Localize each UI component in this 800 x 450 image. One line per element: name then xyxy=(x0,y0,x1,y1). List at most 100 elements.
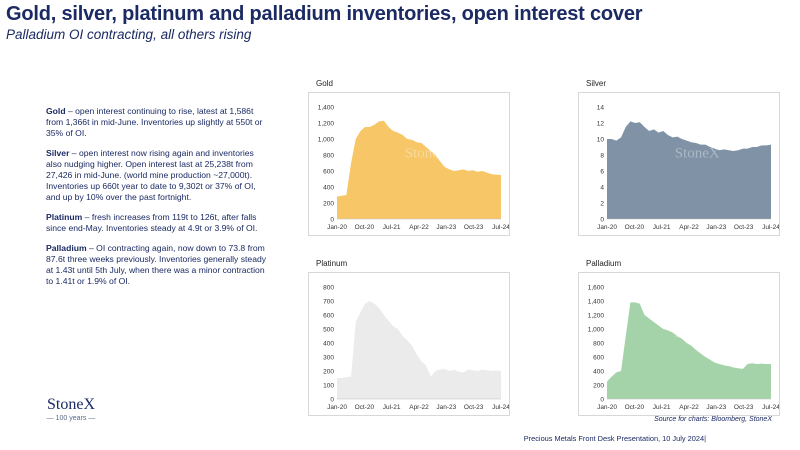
y-tick-label: 800 xyxy=(593,341,604,348)
y-tick-label: 200 xyxy=(323,201,334,208)
y-tick-label: 12 xyxy=(597,121,605,128)
silver-chart-svg: 0 2 4 6 8 10 12 14 Jan-20 Oct-20 Jul-21 Apr-22 Jan-2… xyxy=(597,105,779,232)
gold-chart: 0 200 400 600 800 1,000 1,200 1,400 Jan-20 Oct-20… xyxy=(308,92,510,236)
y-tick-label: 0 xyxy=(330,397,334,404)
y-tick-label: 2 xyxy=(600,201,604,208)
commentary-text: – fresh increases from 119t to 126t, aft… xyxy=(46,212,258,233)
x-tick-label: Oct-23 xyxy=(464,404,484,411)
y-tick-label: 0 xyxy=(600,217,604,224)
x-tick-label: Jul-21 xyxy=(383,224,401,231)
y-tick-label: 0 xyxy=(600,397,604,404)
y-tick-label: 200 xyxy=(323,369,334,376)
y-tick-label: 14 xyxy=(597,105,605,112)
y-tick-label: 4 xyxy=(600,185,604,192)
x-tick-label: Oct-20 xyxy=(355,224,375,231)
platinum-chart-svg: 0 100 200 300 400 500 600 700 800 Jan-20 Oct-20 Jul… xyxy=(323,285,509,412)
y-tick-label: 200 xyxy=(593,383,604,390)
commentary-palladium: Palladium – OI contracting again, now do… xyxy=(46,243,268,287)
x-tick-label: Oct-20 xyxy=(355,404,375,411)
commentary-head: Gold xyxy=(46,106,66,116)
gold-chart-svg: 0 200 400 600 800 1,000 1,200 1,400 Jan-20 Oct-20… xyxy=(318,105,509,232)
y-tick-label: 700 xyxy=(323,299,334,306)
y-tick-label: 500 xyxy=(323,327,334,334)
y-tick-label: 1,200 xyxy=(318,121,335,128)
stonex-watermark: StoneX xyxy=(405,325,450,341)
page-subtitle: Palladium OI contracting, all others ris… xyxy=(6,27,252,42)
series-area xyxy=(337,120,501,219)
x-tick-label: Oct-23 xyxy=(734,224,754,231)
stonex-watermark: StoneX xyxy=(405,145,450,161)
palladium-chart-title: Palladium xyxy=(586,259,622,268)
commentary-gold: Gold – open interest continuing to rise,… xyxy=(46,106,268,139)
x-tick-label: Oct-20 xyxy=(625,404,645,411)
y-tick-label: 6 xyxy=(600,169,604,176)
x-tick-label: Jul-24 xyxy=(762,404,779,411)
y-tick-label: 1,000 xyxy=(588,327,605,334)
x-tick-label: Jul-21 xyxy=(383,404,401,411)
gold-chart-title: Gold xyxy=(316,79,333,88)
commentary-text: – OI contracting again, now down to 73.8… xyxy=(46,243,267,286)
x-tick-label: Jul-24 xyxy=(492,404,509,411)
x-tick-label: Oct-23 xyxy=(464,224,484,231)
commentary-text: – open interest continuing to rise, late… xyxy=(46,106,263,138)
silver-chart-title: Silver xyxy=(586,79,607,88)
platinum-chart-title: Platinum xyxy=(316,259,348,268)
commentary-list: Gold – open interest continuing to rise,… xyxy=(46,106,268,296)
x-tick-label: Jan-20 xyxy=(597,224,617,231)
x-tick-label: Apr-22 xyxy=(409,404,429,411)
series-area xyxy=(607,121,771,219)
y-tick-label: 8 xyxy=(600,153,604,160)
x-tick-label: Apr-22 xyxy=(679,224,699,231)
logo-years: — 100 years — xyxy=(46,415,96,422)
x-tick-label: Jan-20 xyxy=(327,404,347,411)
commentary-text: – open interest now rising again and inv… xyxy=(46,148,256,202)
stonex-watermark: StoneX xyxy=(675,325,720,341)
chart-source-note: Source for charts: Bloomberg, StoneX xyxy=(654,416,772,423)
platinum-chart: 0 100 200 300 400 500 600 700 800 Jan-20 Oct-20 Jul… xyxy=(308,272,510,416)
logo-wordmark: StoneX xyxy=(47,396,95,413)
commentary-silver: Silver – open interest now rising again … xyxy=(46,148,268,203)
y-tick-label: 0 xyxy=(330,217,334,224)
x-tick-label: Apr-22 xyxy=(409,224,429,231)
x-tick-label: Jan-23 xyxy=(706,224,726,231)
x-tick-label: Jul-21 xyxy=(653,404,671,411)
x-tick-label: Jan-23 xyxy=(706,404,726,411)
footer-note: Precious Metals Front Desk Presentation,… xyxy=(523,434,706,443)
series-area xyxy=(337,301,501,399)
y-tick-label: 400 xyxy=(323,185,334,192)
y-tick-label: 100 xyxy=(323,383,334,390)
y-tick-label: 1,200 xyxy=(588,313,605,320)
x-tick-label: Oct-20 xyxy=(625,224,645,231)
y-tick-label: 1,400 xyxy=(318,105,335,112)
series-area xyxy=(607,302,771,399)
x-tick-label: Jan-20 xyxy=(597,404,617,411)
x-tick-label: Jan-23 xyxy=(436,224,456,231)
y-tick-label: 400 xyxy=(323,341,334,348)
palladium-chart: 0 200 400 600 800 1,000 1,200 1,400 1,600 Jan-20 O… xyxy=(578,272,780,416)
commentary-platinum: Platinum – fresh increases from 119t to … xyxy=(46,212,268,234)
stonex-watermark: StoneX xyxy=(675,145,720,161)
commentary-head: Palladium xyxy=(46,243,87,253)
palladium-chart-svg: 0 200 400 600 800 1,000 1,200 1,400 1,600 Jan-20 O… xyxy=(588,285,779,412)
x-tick-label: Jan-23 xyxy=(436,404,456,411)
y-tick-label: 600 xyxy=(323,169,334,176)
stonex-logo: StoneX — 100 years — xyxy=(36,396,106,422)
x-tick-label: Apr-22 xyxy=(679,404,699,411)
y-tick-label: 600 xyxy=(593,355,604,362)
commentary-head: Platinum xyxy=(46,212,83,222)
y-tick-label: 10 xyxy=(597,137,605,144)
y-tick-label: 1,400 xyxy=(588,299,605,306)
x-tick-label: Jul-21 xyxy=(653,224,671,231)
y-tick-label: 1,000 xyxy=(318,137,335,144)
y-tick-label: 300 xyxy=(323,355,334,362)
x-tick-label: Jul-24 xyxy=(762,224,779,231)
y-tick-label: 800 xyxy=(323,285,334,292)
commentary-head: Silver xyxy=(46,148,70,158)
x-tick-label: Oct-23 xyxy=(734,404,754,411)
silver-chart: 0 2 4 6 8 10 12 14 Jan-20 Oct-20 Jul-21 Apr-22 Jan-2… xyxy=(578,92,780,236)
page-title: Gold, silver, platinum and palladium inv… xyxy=(6,3,643,25)
x-tick-label: Jan-20 xyxy=(327,224,347,231)
y-tick-label: 400 xyxy=(593,369,604,376)
x-tick-label: Jul-24 xyxy=(492,224,509,231)
y-tick-label: 600 xyxy=(323,313,334,320)
